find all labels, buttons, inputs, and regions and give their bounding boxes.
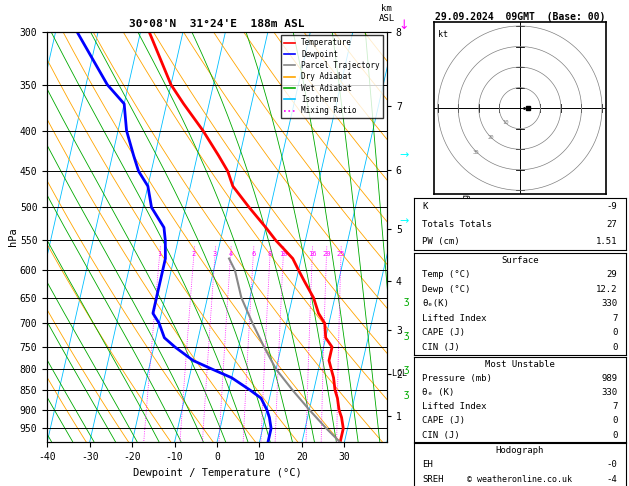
Text: →: → [399, 151, 409, 160]
Text: θₑ (K): θₑ (K) [422, 388, 455, 397]
Text: 30: 30 [472, 150, 479, 155]
Text: PW (cm): PW (cm) [422, 237, 460, 246]
Text: Temp (°C): Temp (°C) [422, 270, 470, 279]
Text: -0: -0 [606, 460, 618, 469]
Text: CIN (J): CIN (J) [422, 343, 460, 352]
Text: 7: 7 [612, 314, 618, 323]
Text: Lifted Index: Lifted Index [422, 314, 487, 323]
Text: Totals Totals: Totals Totals [422, 220, 493, 228]
Text: →: → [399, 216, 409, 226]
Text: 989: 989 [601, 374, 618, 383]
Text: 29: 29 [606, 270, 618, 279]
Text: 0: 0 [612, 431, 618, 440]
Text: 6: 6 [251, 251, 255, 257]
Text: 16: 16 [308, 251, 316, 257]
Text: 29.09.2024  09GMT  (Base: 00): 29.09.2024 09GMT (Base: 00) [435, 12, 605, 22]
Text: 1: 1 [157, 251, 162, 257]
Legend: Temperature, Dewpoint, Parcel Trajectory, Dry Adiabat, Wet Adiabat, Isotherm, Mi: Temperature, Dewpoint, Parcel Trajectory… [281, 35, 383, 118]
Text: ʒ: ʒ [403, 364, 409, 374]
Text: 20: 20 [487, 135, 494, 140]
Text: 4: 4 [228, 251, 233, 257]
Text: Mixing Ratio (g/kg): Mixing Ratio (g/kg) [462, 190, 470, 284]
Text: Hodograph: Hodograph [496, 446, 544, 455]
Text: Most Unstable: Most Unstable [485, 360, 555, 369]
Text: CAPE (J): CAPE (J) [422, 329, 465, 337]
Text: SREH: SREH [422, 475, 444, 484]
Title: 30°08'N  31°24'E  188m ASL: 30°08'N 31°24'E 188m ASL [129, 19, 305, 30]
Text: -4: -4 [606, 475, 618, 484]
Text: © weatheronline.co.uk: © weatheronline.co.uk [467, 474, 572, 484]
Text: 330: 330 [601, 299, 618, 308]
Text: 10: 10 [279, 251, 287, 257]
Text: 10: 10 [502, 121, 508, 125]
Text: θₑ(K): θₑ(K) [422, 299, 449, 308]
Text: EH: EH [422, 460, 433, 469]
Text: LCL: LCL [387, 369, 407, 379]
Text: 12.2: 12.2 [596, 285, 618, 294]
Text: CAPE (J): CAPE (J) [422, 417, 465, 426]
Text: 8: 8 [268, 251, 272, 257]
Text: -9: -9 [606, 202, 618, 211]
Text: kt: kt [438, 30, 448, 39]
Text: 330: 330 [601, 388, 618, 397]
Text: CIN (J): CIN (J) [422, 431, 460, 440]
Text: ↓: ↓ [398, 19, 409, 33]
Text: 1.51: 1.51 [596, 237, 618, 246]
Text: ʒ: ʒ [403, 296, 409, 306]
Text: ʒ: ʒ [403, 330, 409, 340]
Text: 0: 0 [612, 329, 618, 337]
Text: 25: 25 [337, 251, 345, 257]
Text: Pressure (mb): Pressure (mb) [422, 374, 493, 383]
Text: 7: 7 [612, 402, 618, 411]
Text: 0: 0 [612, 417, 618, 426]
Text: Lifted Index: Lifted Index [422, 402, 487, 411]
Text: km
ASL: km ASL [379, 4, 395, 23]
X-axis label: Dewpoint / Temperature (°C): Dewpoint / Temperature (°C) [133, 468, 301, 478]
Y-axis label: hPa: hPa [8, 227, 18, 246]
Text: 3: 3 [213, 251, 217, 257]
Text: 27: 27 [606, 220, 618, 228]
Text: Surface: Surface [501, 256, 538, 264]
Text: Dewp (°C): Dewp (°C) [422, 285, 470, 294]
Text: 0: 0 [612, 343, 618, 352]
Text: 20: 20 [322, 251, 331, 257]
Text: K: K [422, 202, 428, 211]
Text: ʒ: ʒ [403, 389, 409, 399]
Text: 2: 2 [192, 251, 196, 257]
